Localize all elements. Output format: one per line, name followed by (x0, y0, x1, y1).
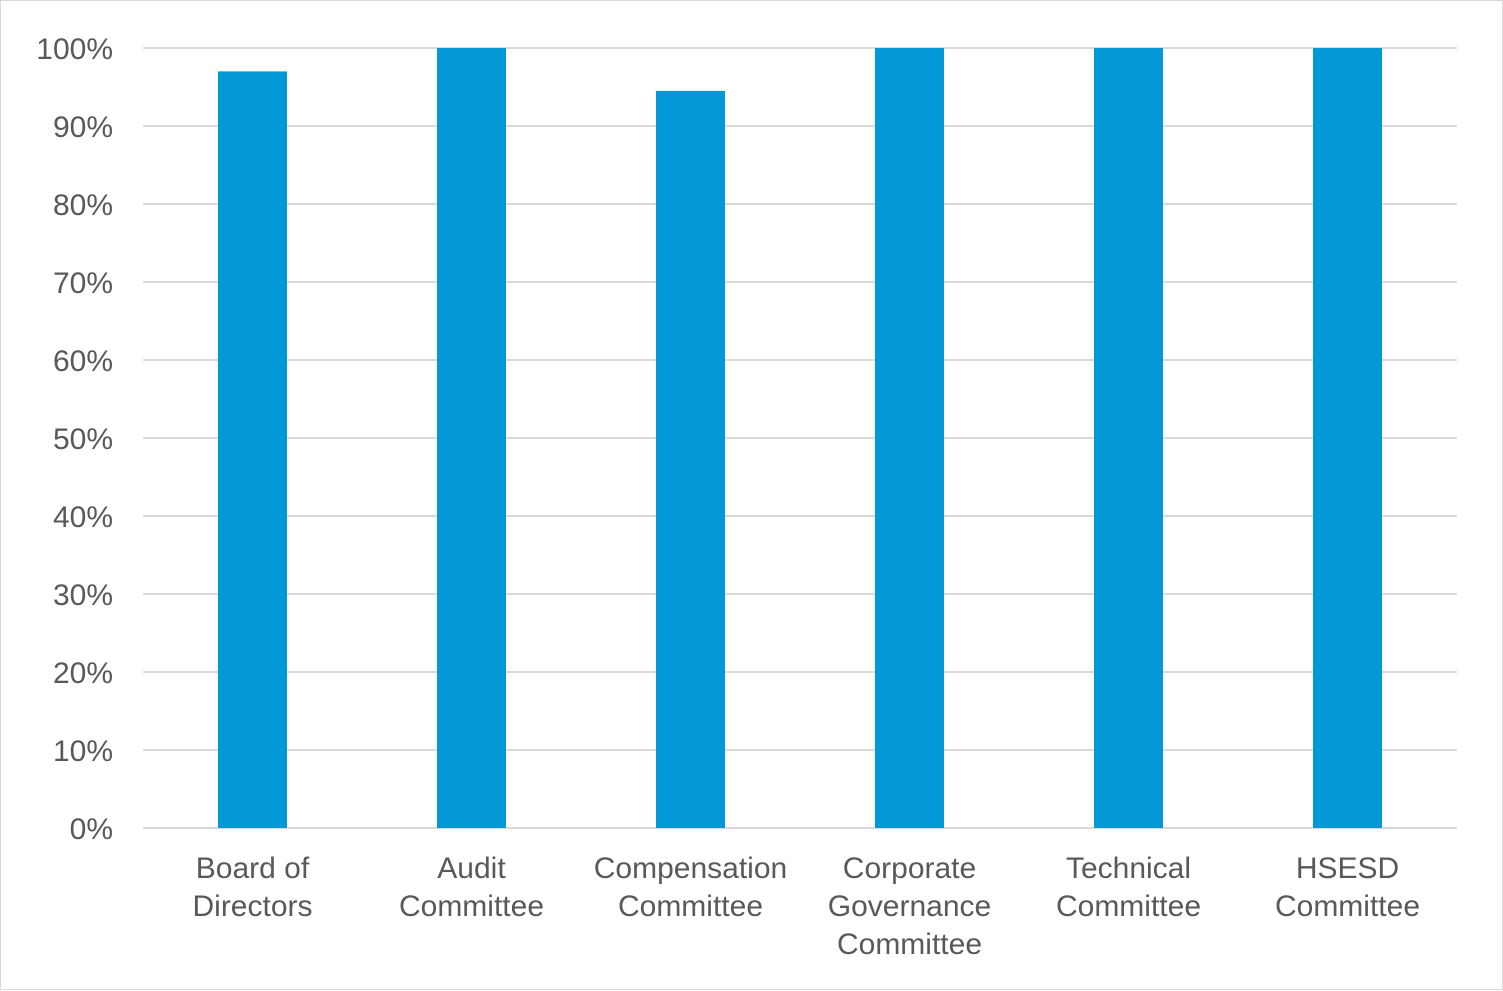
x-category-label-line: Board of (196, 852, 310, 885)
y-tick-label: 40% (53, 501, 113, 534)
y-tick-label: 90% (53, 111, 113, 144)
bar (1313, 48, 1382, 828)
x-category-label-line: Committee (399, 890, 544, 923)
x-category-label: Board of Directors (192, 852, 312, 923)
y-tick-label: 10% (53, 735, 113, 768)
x-category-label: HSESD Committee (1275, 852, 1420, 923)
bar (437, 48, 506, 828)
y-tick-label: 20% (53, 657, 113, 690)
y-tick-label: 30% (53, 579, 113, 612)
bar (875, 48, 944, 828)
y-tick-label: 80% (53, 189, 113, 222)
y-axis-tick-labels: 0% 10% 20% 30% 40% 50% 60% 70% 80% 90% 100% (36, 33, 113, 846)
x-category-label: Audit Committee (399, 852, 544, 923)
bar (1094, 48, 1163, 828)
x-category-label-line: Committee (1275, 890, 1420, 923)
x-category-label-line: Technical (1066, 852, 1191, 885)
x-category-label-line: Corporate (843, 852, 976, 885)
x-category-label-line: Governance (828, 890, 991, 923)
x-category-label-line: Committee (1056, 890, 1201, 923)
x-category-label-line: Committee (618, 890, 763, 923)
bar (218, 71, 287, 828)
x-category-label-line: Compensation (594, 852, 787, 885)
x-category-label: Corporate Governance Committee (828, 852, 991, 961)
y-tick-label: 0% (70, 813, 113, 846)
x-category-label-line: Committee (837, 928, 982, 961)
gridlines (143, 47, 1457, 829)
y-tick-label: 50% (53, 423, 113, 456)
x-category-label: Compensation Committee (594, 852, 787, 923)
x-category-label-line: Audit (437, 852, 506, 885)
y-tick-label: 70% (53, 267, 113, 300)
x-category-label: Technical Committee (1056, 852, 1201, 923)
bar (656, 90, 725, 828)
bars (218, 48, 1382, 828)
x-category-label-line: HSESD (1296, 852, 1399, 885)
x-category-label-line: Directors (192, 890, 312, 923)
y-tick-label: 100% (36, 33, 113, 66)
y-tick-label: 60% (53, 345, 113, 378)
